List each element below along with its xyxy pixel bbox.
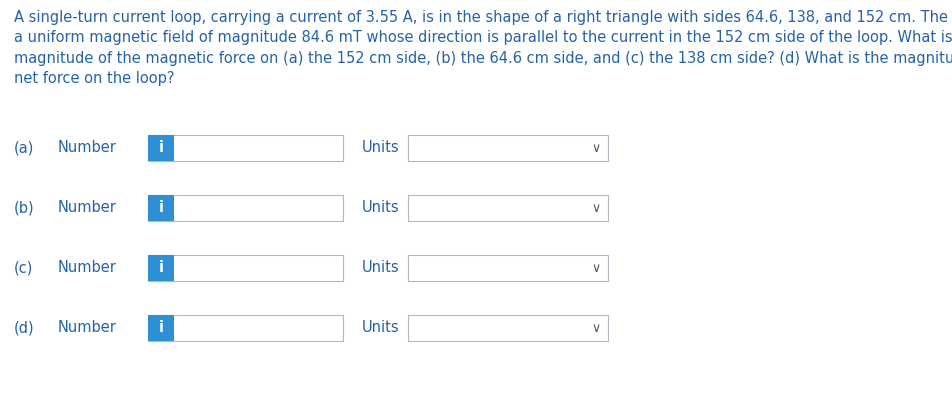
FancyBboxPatch shape — [148, 315, 343, 341]
FancyBboxPatch shape — [148, 315, 174, 341]
FancyBboxPatch shape — [148, 255, 174, 281]
FancyBboxPatch shape — [148, 195, 174, 221]
Text: ∨: ∨ — [591, 202, 600, 215]
Text: (b): (b) — [14, 200, 34, 215]
Text: Units: Units — [362, 200, 399, 215]
Text: (d): (d) — [14, 321, 34, 336]
Text: Units: Units — [362, 261, 399, 275]
FancyBboxPatch shape — [407, 255, 607, 281]
Text: Number: Number — [58, 141, 117, 156]
Text: i: i — [158, 321, 164, 336]
Text: (c): (c) — [14, 261, 33, 275]
Text: Units: Units — [362, 141, 399, 156]
Text: Number: Number — [58, 321, 117, 336]
FancyBboxPatch shape — [148, 195, 343, 221]
Text: ∨: ∨ — [591, 321, 600, 334]
FancyBboxPatch shape — [407, 315, 607, 341]
Text: ∨: ∨ — [591, 261, 600, 274]
Text: (a): (a) — [14, 141, 34, 156]
Text: i: i — [158, 141, 164, 156]
Text: Number: Number — [58, 200, 117, 215]
Text: ∨: ∨ — [591, 141, 600, 154]
Text: i: i — [158, 200, 164, 215]
Text: A single-turn current loop, carrying a current of 3.55 A, is in the shape of a r: A single-turn current loop, carrying a c… — [14, 10, 952, 86]
FancyBboxPatch shape — [148, 255, 343, 281]
FancyBboxPatch shape — [407, 135, 607, 161]
FancyBboxPatch shape — [148, 135, 343, 161]
Text: Units: Units — [362, 321, 399, 336]
FancyBboxPatch shape — [407, 195, 607, 221]
Text: i: i — [158, 261, 164, 275]
Text: Number: Number — [58, 261, 117, 275]
FancyBboxPatch shape — [148, 135, 174, 161]
